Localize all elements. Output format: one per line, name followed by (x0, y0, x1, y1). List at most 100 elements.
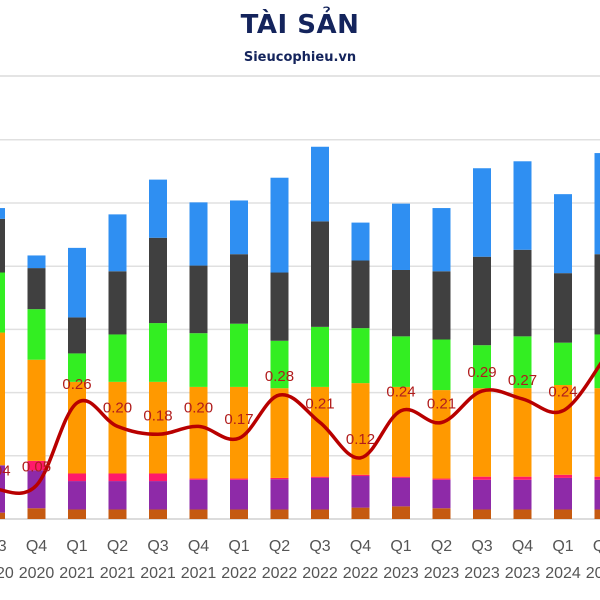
x-tick-year: 2021 (59, 565, 95, 582)
bar-segment-purple (594, 479, 600, 510)
data-label: 0.20 (184, 399, 213, 416)
x-tick-year: 2022 (343, 565, 379, 582)
bar-segment-pink (311, 476, 329, 478)
bar-segment-green (513, 336, 532, 389)
bar-segment-pink (270, 477, 289, 480)
data-label: 0.24 (548, 384, 577, 401)
bar-segment-brown (149, 509, 167, 519)
header-divider (0, 75, 600, 77)
data-label: 0.24 (386, 384, 415, 401)
data-label: 0.05 (22, 458, 51, 475)
bar-segment-purple (149, 481, 167, 510)
bar-segment-green (270, 340, 289, 389)
x-tick-year: 2021 (100, 565, 136, 582)
bar-segment-brown (432, 508, 451, 519)
bar-segment-brown (594, 509, 600, 519)
x-tick-quarter: Q4 (188, 538, 209, 555)
bar-segment-green (594, 334, 600, 389)
bar-segment-orange (311, 386, 329, 477)
x-tick-year: 2023 (505, 565, 541, 582)
bar-segment-orange (270, 388, 289, 478)
x-tick-year: 2022 (262, 565, 298, 582)
bar-segment-dark-gray (311, 221, 329, 327)
bar-segment-green (432, 339, 451, 391)
bar-segment-green (392, 336, 410, 387)
x-tick-quarter: Q2 (593, 538, 600, 555)
bar-segment-brown (351, 507, 370, 519)
bar-segment-brown (189, 509, 208, 519)
x-tick-year: 2024 (545, 565, 581, 582)
bar-segment-brown (513, 509, 532, 519)
x-tick-year: 2023 (464, 565, 500, 582)
bar-segment-pink (351, 474, 370, 477)
data-label: 0.29 (467, 364, 496, 381)
data-label: 0.21 (427, 396, 456, 413)
x-tick-quarter: Q4 (512, 538, 533, 555)
chart-subtitle: Sieucophieu.vn (243, 50, 357, 65)
x-tick-quarter: Q2 (107, 538, 128, 555)
bar-segment-purple (311, 477, 329, 510)
bar-segment-dark-gray (432, 271, 451, 340)
bar-segment-blue (230, 200, 248, 255)
bar-segment-purple (554, 477, 572, 510)
bar-segment-blue (27, 255, 46, 269)
bar-segment-orange (473, 388, 491, 477)
bar-segment-brown (311, 509, 329, 519)
x-tick-quarter: Q1 (228, 538, 249, 555)
bar-segment-blue (351, 222, 370, 261)
bar-segment-pink (149, 473, 167, 482)
bar-segment-green (149, 323, 167, 382)
data-label: 0.20 (103, 399, 132, 416)
bar-segment-purple (230, 479, 248, 510)
x-tick-year: 2021 (140, 565, 176, 582)
bar-segment-blue (189, 202, 208, 266)
ratio-line (0, 361, 600, 495)
bar-segment-orange (230, 386, 248, 479)
x-tick-quarter: Q3 (0, 538, 7, 555)
data-label: 0.18 (143, 407, 172, 424)
bar-segment-blue (594, 153, 600, 255)
bar-segment-purple (473, 479, 491, 510)
bar-segment-blue (392, 203, 410, 270)
data-label: 0.04 (0, 462, 11, 479)
bar-segment-purple (351, 476, 370, 508)
bar-segment-blue (554, 194, 572, 274)
x-tick-quarter: Q3 (471, 538, 492, 555)
bar-segment-brown (0, 512, 5, 519)
bar-segment-pink (230, 478, 248, 480)
x-tick-quarter: Q3 (309, 538, 330, 555)
bar-segment-dark-gray (473, 256, 491, 346)
bar-segment-blue (149, 179, 167, 238)
x-tick-year: 2021 (181, 565, 217, 582)
bar-segment-brown (68, 509, 86, 519)
bar-segment-orange (351, 383, 370, 475)
x-tick-year: 2022 (221, 565, 257, 582)
bar-segment-green (230, 323, 248, 387)
bar-segment-dark-gray (108, 271, 127, 335)
bar-segment-green (27, 309, 46, 360)
bar-segment-purple (392, 477, 410, 507)
x-tick-quarter: Q3 (147, 538, 168, 555)
x-tick-quarter: Q4 (26, 538, 47, 555)
bar-segment-blue (311, 146, 329, 222)
bar-segment-dark-gray (230, 254, 248, 324)
bar-segment-brown (554, 509, 572, 519)
x-tick-year: 2023 (424, 565, 460, 582)
bar-segment-brown (108, 509, 127, 519)
bar-segment-dark-gray (351, 260, 370, 329)
bar-segment-dark-gray (594, 254, 600, 335)
x-tick-year: 2020 (0, 565, 14, 582)
bar-segment-green (311, 326, 329, 387)
bar-segment-orange (149, 381, 167, 474)
x-axis-ticks: Q3 2020 Q4 2020 Q1 2021 Q2 2021 Q3 2021 Q4 2021 Q1 20… (0, 538, 600, 582)
bar-segment-pink (189, 478, 208, 480)
data-label: 0.21 (305, 396, 334, 413)
bar-segment-orange (27, 359, 46, 461)
bar-segment-green (189, 333, 208, 387)
bar-segment-green (0, 272, 5, 333)
bar-segment-green (68, 353, 86, 382)
chart-title: TÀI SẢN (240, 10, 360, 40)
bar-segment-purple (432, 479, 451, 509)
bar-segment-orange (0, 332, 5, 466)
bar-segment-blue (108, 214, 127, 272)
